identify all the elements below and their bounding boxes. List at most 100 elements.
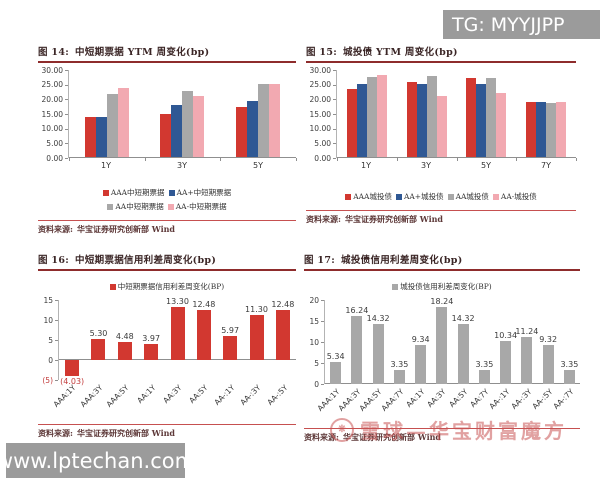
y-tick-mark bbox=[65, 158, 68, 159]
y-tick-label: 30.00 bbox=[41, 65, 63, 75]
legend-label: AA城投债 bbox=[455, 192, 489, 201]
source-text: 华宝证券研究创新部 Wind bbox=[76, 224, 176, 234]
x-axis-label: 5Y bbox=[253, 161, 263, 170]
y-tick-mark bbox=[55, 380, 58, 381]
source-note: 资料来源: 华宝证券研究创新部 Wind bbox=[38, 220, 296, 235]
figure-number: 图 16: bbox=[38, 255, 70, 266]
y-axis: 20 15 10 5 0 bbox=[304, 296, 324, 389]
x-axis-label: 3Y bbox=[421, 161, 431, 170]
plot-area: (4.03) 5.30 4.48 3.97 13.30 12.48 5.97 11.30 12.… bbox=[58, 297, 296, 386]
y-tick-mark bbox=[65, 128, 68, 130]
bar-group bbox=[346, 75, 387, 158]
website-watermark: www.lptechan.com bbox=[0, 443, 195, 478]
x-axis-label: 5Y bbox=[481, 161, 491, 170]
bar bbox=[193, 96, 205, 158]
source-label: 资料来源: bbox=[306, 214, 341, 224]
xueqiu-watermark-text: 雪球—华宝财富魔方 bbox=[360, 419, 567, 443]
legend-label: AA+城投债 bbox=[403, 192, 444, 201]
bar bbox=[546, 102, 557, 158]
bar bbox=[496, 92, 507, 158]
legend-row: AA中短期票据 AA-中短期票据 bbox=[107, 201, 227, 212]
legend-label: AAA中短期票据 bbox=[110, 188, 165, 197]
legend-item: AA+中短期票据 bbox=[168, 187, 231, 198]
bar bbox=[330, 361, 342, 384]
y-tick-label: 10 bbox=[309, 337, 319, 347]
bar-groups bbox=[69, 70, 296, 158]
legend-swatch bbox=[167, 203, 174, 210]
bar bbox=[117, 87, 129, 158]
x-tick-mark bbox=[396, 158, 398, 161]
legend-label: AA-中短期票据 bbox=[175, 202, 227, 211]
bar-value-label: (4.03) bbox=[60, 377, 85, 387]
figure-14-panel: 图 14: 中短期票据 YTM 周变化(bp) 30.00 25.00 20.00 15… bbox=[38, 44, 297, 235]
bar bbox=[91, 338, 106, 360]
y-tick-label: 20.00 bbox=[41, 94, 63, 104]
figure-title-text: 中短期票据信用利差周变化(bp) bbox=[75, 255, 217, 266]
legend-label: AA中短期票据 bbox=[115, 202, 164, 211]
legend-item: 城投债信用利差周变化(BP) bbox=[392, 281, 492, 292]
source-note: 资料来源: 华宝证券研究创新部 Wind bbox=[306, 210, 576, 225]
bar-group bbox=[236, 83, 281, 158]
legend-swatch bbox=[345, 193, 352, 200]
bar bbox=[144, 344, 159, 360]
bar bbox=[106, 93, 118, 158]
x-tick-mark bbox=[144, 158, 146, 161]
legend-label: 城投债信用利差周变化(BP) bbox=[400, 282, 492, 291]
legend-item: 中短期票据信用利差周变化(BP) bbox=[109, 281, 224, 292]
figure-14-title: 图 14: 中短期票据 YTM 周变化(bp) bbox=[38, 44, 296, 63]
bar-value-label: 3.35 bbox=[560, 359, 579, 369]
bar bbox=[536, 102, 547, 158]
bar bbox=[171, 105, 183, 158]
y-tick-label: 10.00 bbox=[41, 124, 63, 134]
bar bbox=[563, 369, 575, 384]
bar bbox=[223, 336, 238, 360]
y-axis: 30.00 25.00 20.00 15.00 10.00 5.00 0.00 bbox=[38, 66, 68, 163]
legend-swatch bbox=[447, 193, 454, 200]
legend-item: AAA中短期票据 bbox=[102, 187, 165, 198]
y-tick-label: 0.00 bbox=[46, 153, 63, 163]
y-tick-mark bbox=[65, 99, 68, 101]
figure-16-chart: 中短期票据信用利差周变化(BP) 15 10 5 0 (5) (4.03) 5.30 4.4… bbox=[38, 278, 296, 416]
y-tick-label: 0 bbox=[314, 379, 319, 389]
legend-swatch bbox=[168, 189, 175, 196]
bar bbox=[117, 342, 132, 360]
bar bbox=[356, 83, 367, 158]
bar bbox=[84, 116, 96, 158]
y-tick-mark bbox=[321, 321, 324, 322]
bar bbox=[269, 83, 281, 158]
x-tick-mark bbox=[220, 158, 222, 161]
legend-row: 城投债信用利差周变化(BP) bbox=[392, 281, 492, 292]
xueqiu-watermark: ❋ 雪球—华宝财富魔方 bbox=[330, 415, 567, 444]
figure-14-chart: 30.00 25.00 20.00 15.00 10.00 5.00 0.00 1Y 3Y 5Y… bbox=[38, 66, 297, 212]
legend: 城投债信用利差周变化(BP) bbox=[304, 278, 580, 292]
figure-16-panel: 图 16: 中短期票据信用利差周变化(bp) 中短期票据信用利差周变化(BP) 1… bbox=[38, 252, 296, 439]
y-axis: 30.00 25.00 20.00 15.00 10.00 5.00 0.00 bbox=[306, 66, 336, 163]
figure-title-text: 中短期票据 YTM 周变化(bp) bbox=[75, 47, 210, 58]
legend: AAA城投债 AA+城投债 AA城投债 AA-城投债 bbox=[306, 188, 576, 202]
bar bbox=[426, 76, 437, 158]
bar bbox=[466, 77, 477, 158]
y-tick-mark bbox=[65, 143, 68, 145]
y-tick-mark bbox=[333, 99, 336, 101]
bar bbox=[542, 344, 554, 384]
bar-value-label: 9.34 bbox=[411, 334, 430, 344]
x-tick-mark bbox=[296, 158, 297, 161]
bar bbox=[351, 315, 363, 384]
bar-value-label: 11.24 bbox=[515, 326, 539, 336]
bar bbox=[65, 360, 80, 377]
source-text: 华宝证券研究创新部 Wind bbox=[342, 432, 442, 442]
figure-16-title: 图 16: 中短期票据信用利差周变化(bp) bbox=[38, 252, 296, 271]
legend-swatch bbox=[102, 189, 109, 196]
x-axis-line bbox=[337, 157, 576, 158]
y-tick-label: 20 bbox=[309, 295, 319, 305]
bar bbox=[160, 114, 172, 158]
y-tick-label: 5.00 bbox=[314, 138, 331, 148]
y-tick-label: 15 bbox=[43, 295, 53, 305]
y-tick-label: 10.00 bbox=[309, 124, 331, 134]
x-axis-line bbox=[69, 157, 296, 158]
x-axis-labels: AAA:1Y AAA:3Y AAA:5Y AA:1Y AA:3Y AA:5Y AA-:1Y A… bbox=[52, 380, 296, 416]
x-tick-mark bbox=[516, 158, 518, 161]
y-tick-mark bbox=[321, 363, 324, 364]
telegram-watermark-text: TG: MYYJJPP bbox=[452, 13, 565, 36]
